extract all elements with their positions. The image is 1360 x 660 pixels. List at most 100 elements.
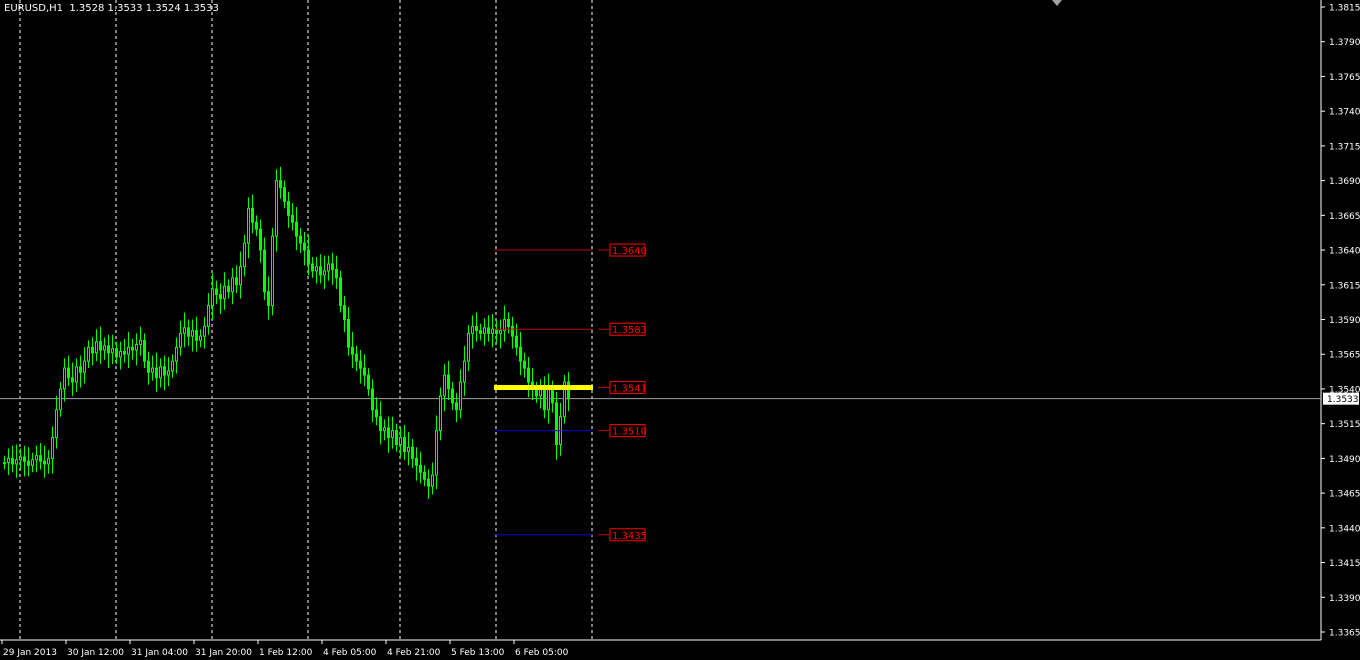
candle-body — [423, 471, 426, 480]
candle-body — [211, 288, 214, 307]
candle-body — [103, 345, 106, 351]
candle-body — [7, 457, 10, 464]
candle-body — [223, 285, 226, 300]
level-label: 1.3583 — [612, 325, 647, 336]
candle-body — [519, 346, 522, 362]
level-label-box — [609, 243, 646, 257]
candle-body — [107, 345, 110, 354]
x-tick-label: 30 Jan 12:00 — [67, 648, 124, 658]
candle-body — [79, 366, 82, 373]
y-tick-label: 1.3515 — [1329, 420, 1360, 430]
candle-body — [143, 339, 146, 362]
candle-body — [319, 266, 322, 276]
candle-body — [119, 350, 122, 358]
y-tick-label: 1.3365 — [1329, 629, 1360, 639]
candle-body — [555, 402, 558, 446]
candle-body — [131, 346, 134, 351]
candle-body — [355, 353, 358, 362]
candle-body — [15, 459, 18, 465]
candle-body — [427, 478, 430, 487]
candle-body — [439, 395, 442, 432]
candle-body — [327, 263, 330, 272]
candle-body — [447, 374, 450, 390]
candle-body — [191, 330, 194, 337]
candle-body — [83, 360, 86, 373]
candle-body — [503, 319, 506, 332]
candle-body — [275, 180, 278, 237]
y-tick-label: 1.3740 — [1329, 108, 1360, 118]
candle-body — [239, 266, 242, 286]
candle-body — [387, 427, 390, 439]
candle-body — [343, 305, 346, 321]
y-tick-label: 1.3440 — [1329, 524, 1360, 534]
candle-body — [383, 427, 386, 432]
candle-body — [551, 388, 554, 404]
candle-body — [255, 221, 258, 230]
candle-body — [135, 344, 138, 351]
candle-body — [179, 332, 182, 348]
candle-body — [315, 266, 318, 272]
candle-body — [459, 381, 462, 411]
candle-body — [311, 263, 314, 272]
candle-body — [391, 430, 394, 439]
candle-body — [527, 367, 530, 383]
x-tick-label: 4 Feb 05:00 — [323, 648, 377, 658]
x-tick-label: 31 Jan 20:00 — [195, 648, 252, 658]
candle-body — [347, 319, 350, 348]
candle-body — [483, 327, 486, 334]
level-label: 1.3541 — [612, 384, 647, 395]
candle-body — [163, 366, 166, 376]
ohlc-readout: 1.3528 1.3533 1.3524 1.3533 — [69, 3, 219, 14]
candle-body — [375, 409, 378, 418]
level-label: 1.3435 — [612, 531, 647, 542]
candle-body — [19, 456, 22, 461]
candle-body — [491, 328, 494, 334]
level-label: 1.3510 — [612, 427, 647, 438]
candle-body — [371, 388, 374, 411]
candle-body — [399, 437, 402, 445]
level-label-box — [609, 424, 646, 438]
candle-body — [267, 291, 270, 307]
y-tick-label: 1.3565 — [1329, 351, 1360, 361]
x-tick-label: 6 Feb 05:00 — [515, 648, 569, 658]
candle-body — [367, 374, 370, 390]
candle-body — [59, 388, 62, 411]
candle-body — [479, 330, 482, 334]
candle-body — [155, 367, 158, 379]
candle-body — [419, 464, 422, 473]
candle-body — [475, 325, 478, 332]
x-tick-label: 29 Jan 2013 — [3, 648, 57, 658]
candle-body — [287, 200, 290, 216]
candle-body — [187, 327, 190, 337]
candle-body — [359, 360, 362, 369]
candle-body — [299, 235, 302, 244]
y-tick-label: 1.3590 — [1329, 316, 1360, 326]
candle-body — [567, 381, 570, 400]
candle-body — [543, 388, 546, 411]
current-price-box — [1323, 392, 1359, 405]
candle-body — [331, 263, 334, 271]
candle-body — [67, 367, 70, 379]
candle-body — [303, 242, 306, 251]
candle-body — [175, 346, 178, 362]
candle-body — [215, 288, 218, 296]
candle-body — [123, 350, 126, 355]
candle-body — [95, 341, 98, 354]
y-tick-label: 1.3415 — [1329, 559, 1360, 569]
chart-shift-marker — [1052, 0, 1062, 6]
candle-body — [3, 462, 6, 465]
candle-body — [523, 360, 526, 369]
candle-body — [455, 402, 458, 411]
current-price-label: 1.3533 — [1327, 395, 1359, 405]
candle-body — [111, 348, 114, 354]
candle-body — [271, 235, 274, 307]
candle-body — [51, 437, 54, 459]
candle-body — [75, 366, 78, 383]
candle-body — [295, 221, 298, 237]
candle-body — [203, 325, 206, 337]
candle-body — [99, 341, 102, 351]
y-tick-label: 1.3465 — [1329, 490, 1360, 500]
y-tick-label: 1.3665 — [1329, 212, 1360, 222]
